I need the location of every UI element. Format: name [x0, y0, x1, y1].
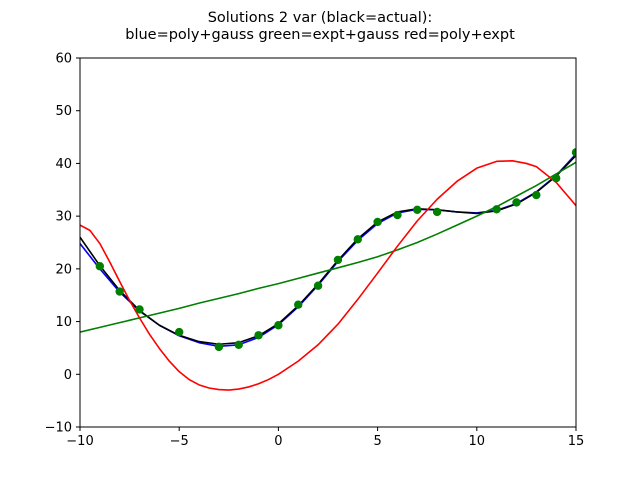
- data-point: [135, 305, 144, 314]
- data-point: [294, 300, 303, 309]
- data-point: [373, 217, 382, 227]
- y-tick-label: 0: [64, 368, 72, 383]
- y-tick-label: 20: [55, 262, 72, 277]
- data-point: [393, 210, 402, 220]
- chart-title-line-1: Solutions 2 var (black=actual):: [208, 10, 433, 26]
- data-point: [234, 340, 243, 349]
- x-axis: −10 −5 0 5 10 15: [66, 427, 584, 449]
- x-tick-label: 15: [568, 434, 585, 449]
- x-tick-label: −10: [66, 434, 93, 449]
- data-point: [214, 342, 224, 352]
- plot-frame: [79, 57, 577, 428]
- data-point: [95, 262, 105, 271]
- data-point: [333, 255, 343, 265]
- series-line-3: [80, 159, 576, 391]
- x-tick-label: 10: [469, 434, 486, 449]
- data-point: [353, 235, 362, 244]
- y-axis: −10 0 10 20 30 40 50 60: [45, 52, 80, 436]
- data-point: [571, 148, 576, 157]
- y-tick-label: 40: [55, 157, 72, 172]
- data-points-layer: [95, 148, 576, 352]
- data-point: [492, 205, 501, 214]
- data-point: [413, 205, 422, 215]
- x-tick-label: −5: [170, 434, 189, 449]
- data-point: [115, 287, 124, 296]
- data-point: [274, 321, 283, 330]
- data-point: [313, 281, 323, 290]
- data-point: [432, 207, 442, 217]
- data-point: [254, 331, 263, 340]
- data-point: [512, 198, 521, 207]
- chart-title-line-2: blue=poly+gauss green=expt+gauss red=pol…: [125, 27, 515, 43]
- y-tick-label: 10: [55, 315, 72, 330]
- x-tick-label: 0: [274, 434, 282, 449]
- data-point: [551, 173, 561, 183]
- y-tick-label: 30: [55, 210, 72, 225]
- x-tick-label: 5: [373, 434, 381, 449]
- data-point: [175, 327, 184, 337]
- y-tick-label: 60: [55, 52, 72, 67]
- data-point: [532, 190, 541, 200]
- y-tick-label: −10: [45, 421, 72, 436]
- y-tick-label: 50: [55, 104, 72, 119]
